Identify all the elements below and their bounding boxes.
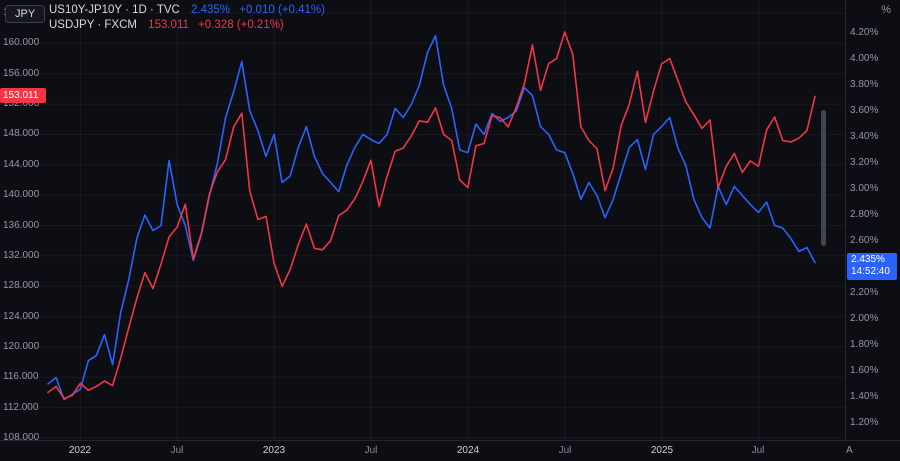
legend-symbol-title: USDJPY · FXCM — [49, 19, 137, 31]
right-badge-value: 2.435% — [851, 254, 885, 265]
time-axis-label: Jul — [170, 445, 184, 456]
legend-last-value: 153.011 — [148, 19, 189, 31]
left-axis-label: 140.000 — [3, 189, 40, 201]
time-axis-label: Jul — [558, 445, 572, 456]
left-axis-label: 156.000 — [3, 67, 40, 79]
right-axis-label: 4.20% — [850, 27, 879, 38]
left-axis-label: 120.000 — [3, 340, 40, 352]
legend-last-value: 2.435% — [191, 4, 231, 16]
series-line-usdjpy[interactable] — [47, 31, 816, 400]
legend: US10Y-JP10Y · 1D · TVC 2.435% +0.010 (+0… — [49, 3, 331, 33]
right-axis-label: 1.40% — [850, 391, 879, 402]
right-axis-label: 1.20% — [850, 417, 879, 428]
left-axis-label: 128.000 — [3, 280, 40, 292]
right-axis-label: 3.20% — [850, 157, 879, 168]
legend-change: +0.328 (+0.21%) — [198, 19, 284, 31]
bottom-axis[interactable]: A 2022 Jul 2023 Jul 2024 Jul 2025 Jul — [0, 440, 900, 461]
left-axis-label: 136.000 — [3, 219, 40, 231]
right-axis-label: 3.60% — [850, 105, 879, 116]
right-axis-label: 2.20% — [850, 287, 879, 298]
time-axis-label: 2024 — [456, 445, 480, 456]
right-axis-label: 3.00% — [850, 183, 879, 194]
left-axis-label: 160.000 — [3, 37, 40, 49]
right-axis-label: 1.80% — [850, 339, 879, 350]
legend-row-spread[interactable]: US10Y-JP10Y · 1D · TVC 2.435% +0.010 (+0… — [49, 3, 331, 18]
time-axis-label: 2023 — [262, 445, 286, 456]
right-axis-label: 4.00% — [850, 53, 879, 64]
right-axis-label: 1.60% — [850, 365, 879, 376]
left-axis-label: 112.000 — [3, 401, 39, 413]
time-axis-label: 2022 — [68, 445, 92, 456]
left-axis-label: 108.000 — [3, 432, 40, 443]
right-axis-label: 3.40% — [850, 131, 879, 142]
right-value-badge: 2.435% 14:52:40 — [847, 253, 897, 280]
time-axis-label: Jul — [751, 445, 765, 456]
left-axis-label: 132.000 — [3, 249, 40, 261]
left-axis-label: 152.000 — [3, 98, 40, 110]
legend-row-usdjpy[interactable]: USDJPY · FXCM 153.011 +0.328 (+0.21%) — [49, 18, 331, 33]
legend-symbol-title: US10Y-JP10Y · 1D · TVC — [49, 4, 180, 16]
price-scale-slider[interactable] — [821, 110, 826, 246]
legend-change: +0.010 (+0.41%) — [239, 4, 325, 16]
right-axis-label: 2.00% — [850, 313, 879, 324]
left-axis-label: 116.000 — [3, 371, 39, 383]
left-axis-label: 124.000 — [3, 310, 40, 322]
right-axis-label: 2.80% — [850, 209, 879, 220]
right-axis-label: 2.60% — [850, 235, 879, 246]
time-axis-label: 2025 — [650, 445, 674, 456]
left-price-badge: 153.011 — [0, 88, 46, 103]
time-axis-label: Jul — [364, 445, 378, 456]
right-scale-unit[interactable]: % — [881, 4, 891, 16]
series-line-us10y-jp10y[interactable] — [47, 34, 816, 401]
left-axis-label: 144.000 — [3, 158, 40, 170]
left-axis[interactable]: 153.011 164.000160.000156.000152.000148.… — [0, 0, 46, 443]
left-scale-currency-chip[interactable]: JPY — [5, 5, 46, 23]
right-badge-countdown: 14:52:40 — [851, 266, 890, 277]
left-axis-label: 148.000 — [3, 128, 40, 140]
auto-scale-button[interactable]: A — [846, 445, 853, 456]
right-axis[interactable]: % 2.435% 14:52:40 4.20% 4.00% 3.80% 3.60% 3.… — [845, 0, 900, 440]
right-axis-label: 3.80% — [850, 79, 879, 90]
